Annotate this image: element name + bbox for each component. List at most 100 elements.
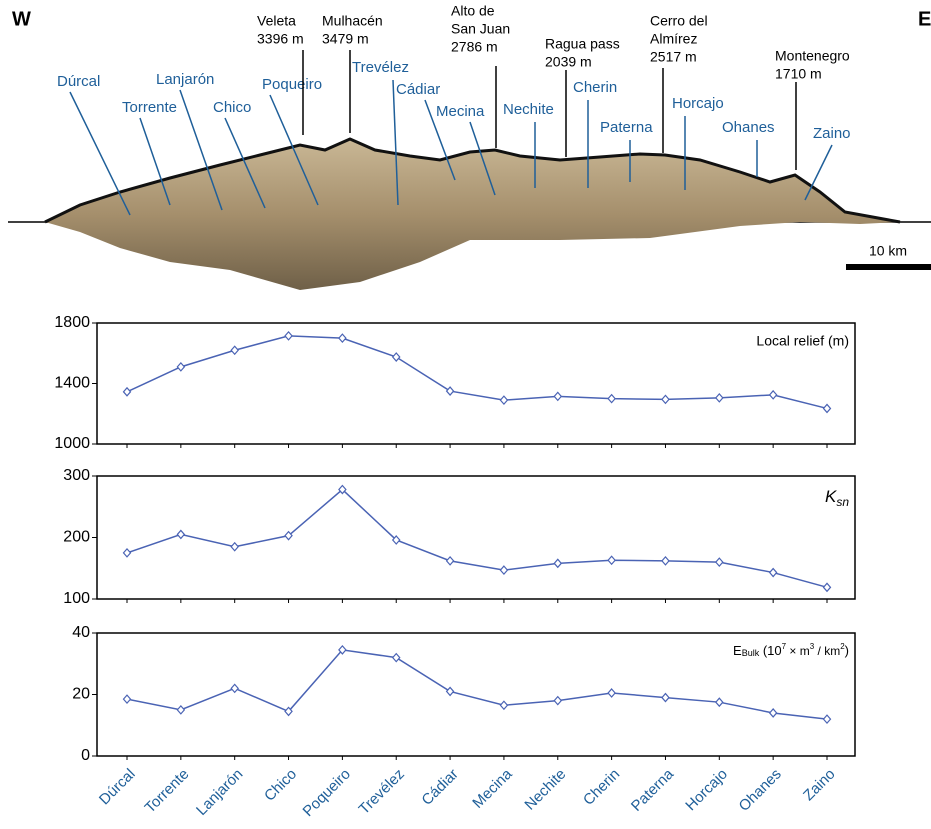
data-point	[393, 353, 400, 361]
x-tick-label: Dúrcal	[96, 766, 139, 809]
scale-label: 10 km	[869, 243, 907, 259]
data-point	[554, 697, 561, 705]
data-point	[608, 689, 615, 697]
data-point	[124, 695, 131, 703]
y-tick-label: 100	[63, 590, 90, 607]
title-part: / km	[814, 644, 840, 658]
data-point	[447, 557, 454, 565]
y-tick-label: 1400	[54, 375, 90, 392]
east-label: E	[918, 8, 931, 30]
data-point	[447, 687, 454, 695]
x-tick-label: Poqueiro	[300, 766, 354, 820]
valley-label: Mecina	[436, 103, 485, 120]
data-point	[124, 549, 131, 557]
title-part: × m	[786, 644, 810, 658]
valley-label: Chico	[213, 99, 251, 116]
data-point	[393, 654, 400, 662]
x-tick-label: Lanjarón	[193, 766, 246, 819]
data-point	[824, 583, 831, 591]
valley-label: Ohanes	[722, 119, 775, 136]
x-tick-label: Chico	[261, 766, 300, 805]
valley-label: Horcajo	[672, 95, 724, 112]
x-tick-label: Torrente	[142, 766, 193, 817]
data-point	[124, 388, 131, 396]
peak-elevation: 2039 m	[545, 54, 592, 70]
data-point	[500, 396, 507, 404]
peak-name: Montenegro	[775, 48, 850, 64]
chart-title: Local relief (m)	[756, 333, 849, 349]
plot-frame	[97, 476, 855, 599]
y-tick-label: 0	[81, 747, 90, 764]
data-point	[662, 395, 669, 403]
title-part: )	[845, 643, 849, 658]
title-part: Bulk	[742, 648, 760, 658]
y-tick-label: 20	[72, 686, 90, 703]
data-point	[554, 559, 561, 567]
chart-title: EBulk (107 × m3 / km2)	[733, 642, 849, 658]
series-line	[127, 490, 827, 588]
data-point	[662, 557, 669, 565]
valley-label: Paterna	[600, 119, 653, 136]
y-tick-label: 1800	[54, 314, 90, 331]
y-tick-label: 40	[72, 624, 90, 641]
peak-elevation: 2786 m	[451, 39, 498, 55]
chart-title: Ksn	[825, 487, 849, 509]
valley-label: Cherin	[573, 79, 617, 96]
peak-elevation: 1710 m	[775, 66, 822, 82]
title-part: (10	[759, 643, 781, 658]
valley-pointer	[70, 92, 130, 215]
valley-label: Trevélez	[352, 59, 409, 76]
data-point	[662, 694, 669, 702]
terrain	[45, 139, 900, 290]
west-label: W	[12, 8, 31, 30]
x-tick-label: Mecina	[469, 765, 516, 812]
data-point	[770, 391, 777, 399]
data-point	[231, 543, 238, 551]
data-point	[447, 387, 454, 395]
scale-bar	[846, 264, 931, 270]
data-point	[716, 698, 723, 706]
data-point	[285, 332, 292, 340]
data-point	[716, 558, 723, 566]
title-part: E	[733, 643, 742, 658]
y-tick-label: 200	[63, 529, 90, 546]
peak-name: Cerro del	[650, 13, 708, 29]
data-point	[770, 569, 777, 577]
series-line	[127, 650, 827, 719]
valley-label: Lanjarón	[156, 71, 214, 88]
valley-label: Torrente	[122, 99, 177, 116]
peak-name: Alto de	[451, 3, 495, 19]
plot-frame	[97, 323, 855, 444]
peak-name: Almírez	[650, 31, 697, 47]
data-point	[608, 556, 615, 564]
data-point	[716, 394, 723, 402]
peak-name: San Juan	[451, 21, 510, 37]
peak-name: Veleta	[257, 13, 296, 29]
data-point	[500, 566, 507, 574]
valley-label: Poqueiro	[262, 76, 322, 93]
x-tick-label: Cádiar	[418, 766, 461, 809]
y-tick-label: 300	[63, 467, 90, 484]
y-tick-label: 1000	[54, 435, 90, 452]
x-tick-label: Ohanes	[736, 766, 785, 815]
data-point	[824, 404, 831, 412]
x-tick-label: Trevélez	[356, 766, 408, 818]
data-point	[231, 684, 238, 692]
peak-elevation: 2517 m	[650, 49, 697, 65]
x-tick-label: Zaino	[800, 766, 839, 805]
title-part: sn	[836, 495, 849, 509]
data-point	[177, 530, 184, 538]
valley-label: Cádiar	[396, 81, 440, 98]
title-part: K	[825, 487, 837, 506]
peak-name: Ragua pass	[545, 36, 620, 52]
peak-name: Mulhacén	[322, 13, 383, 29]
data-point	[824, 715, 831, 723]
valley-label: Dúrcal	[57, 73, 100, 90]
x-tick-label: Paterna	[628, 765, 678, 815]
data-point	[554, 392, 561, 400]
data-point	[177, 363, 184, 371]
data-point	[500, 701, 507, 709]
data-point	[177, 706, 184, 714]
data-point	[339, 334, 346, 342]
